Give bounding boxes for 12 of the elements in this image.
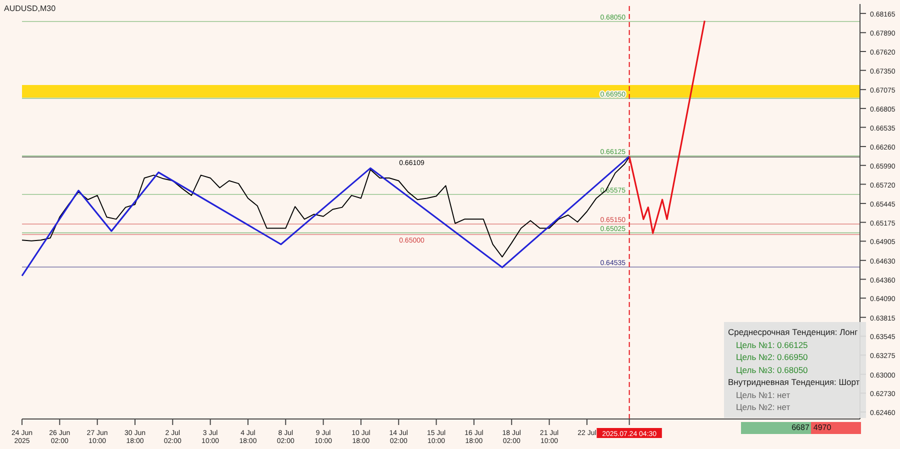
text: 4970 [811, 422, 861, 434]
annotation: Цель №2: нет [735, 401, 792, 414]
annotation: Среднесрочная Тенденция: Лонг [728, 326, 859, 338]
chart-title: AUDUSD,M30 [4, 4, 56, 13]
annotation: Цель №2: 0.66950 [735, 351, 809, 364]
annotation: Цель №1: нет [735, 388, 792, 401]
annotation: Цель №3: 0.68050 [735, 364, 809, 376]
annotation: Цель №1: 0.66125 [735, 338, 809, 351]
line-series [21, 156, 630, 277]
text: 6687 [741, 422, 812, 434]
line-series [22, 156, 630, 258]
annotation: Внутридневная Тенденция: Шорт [728, 376, 861, 388]
